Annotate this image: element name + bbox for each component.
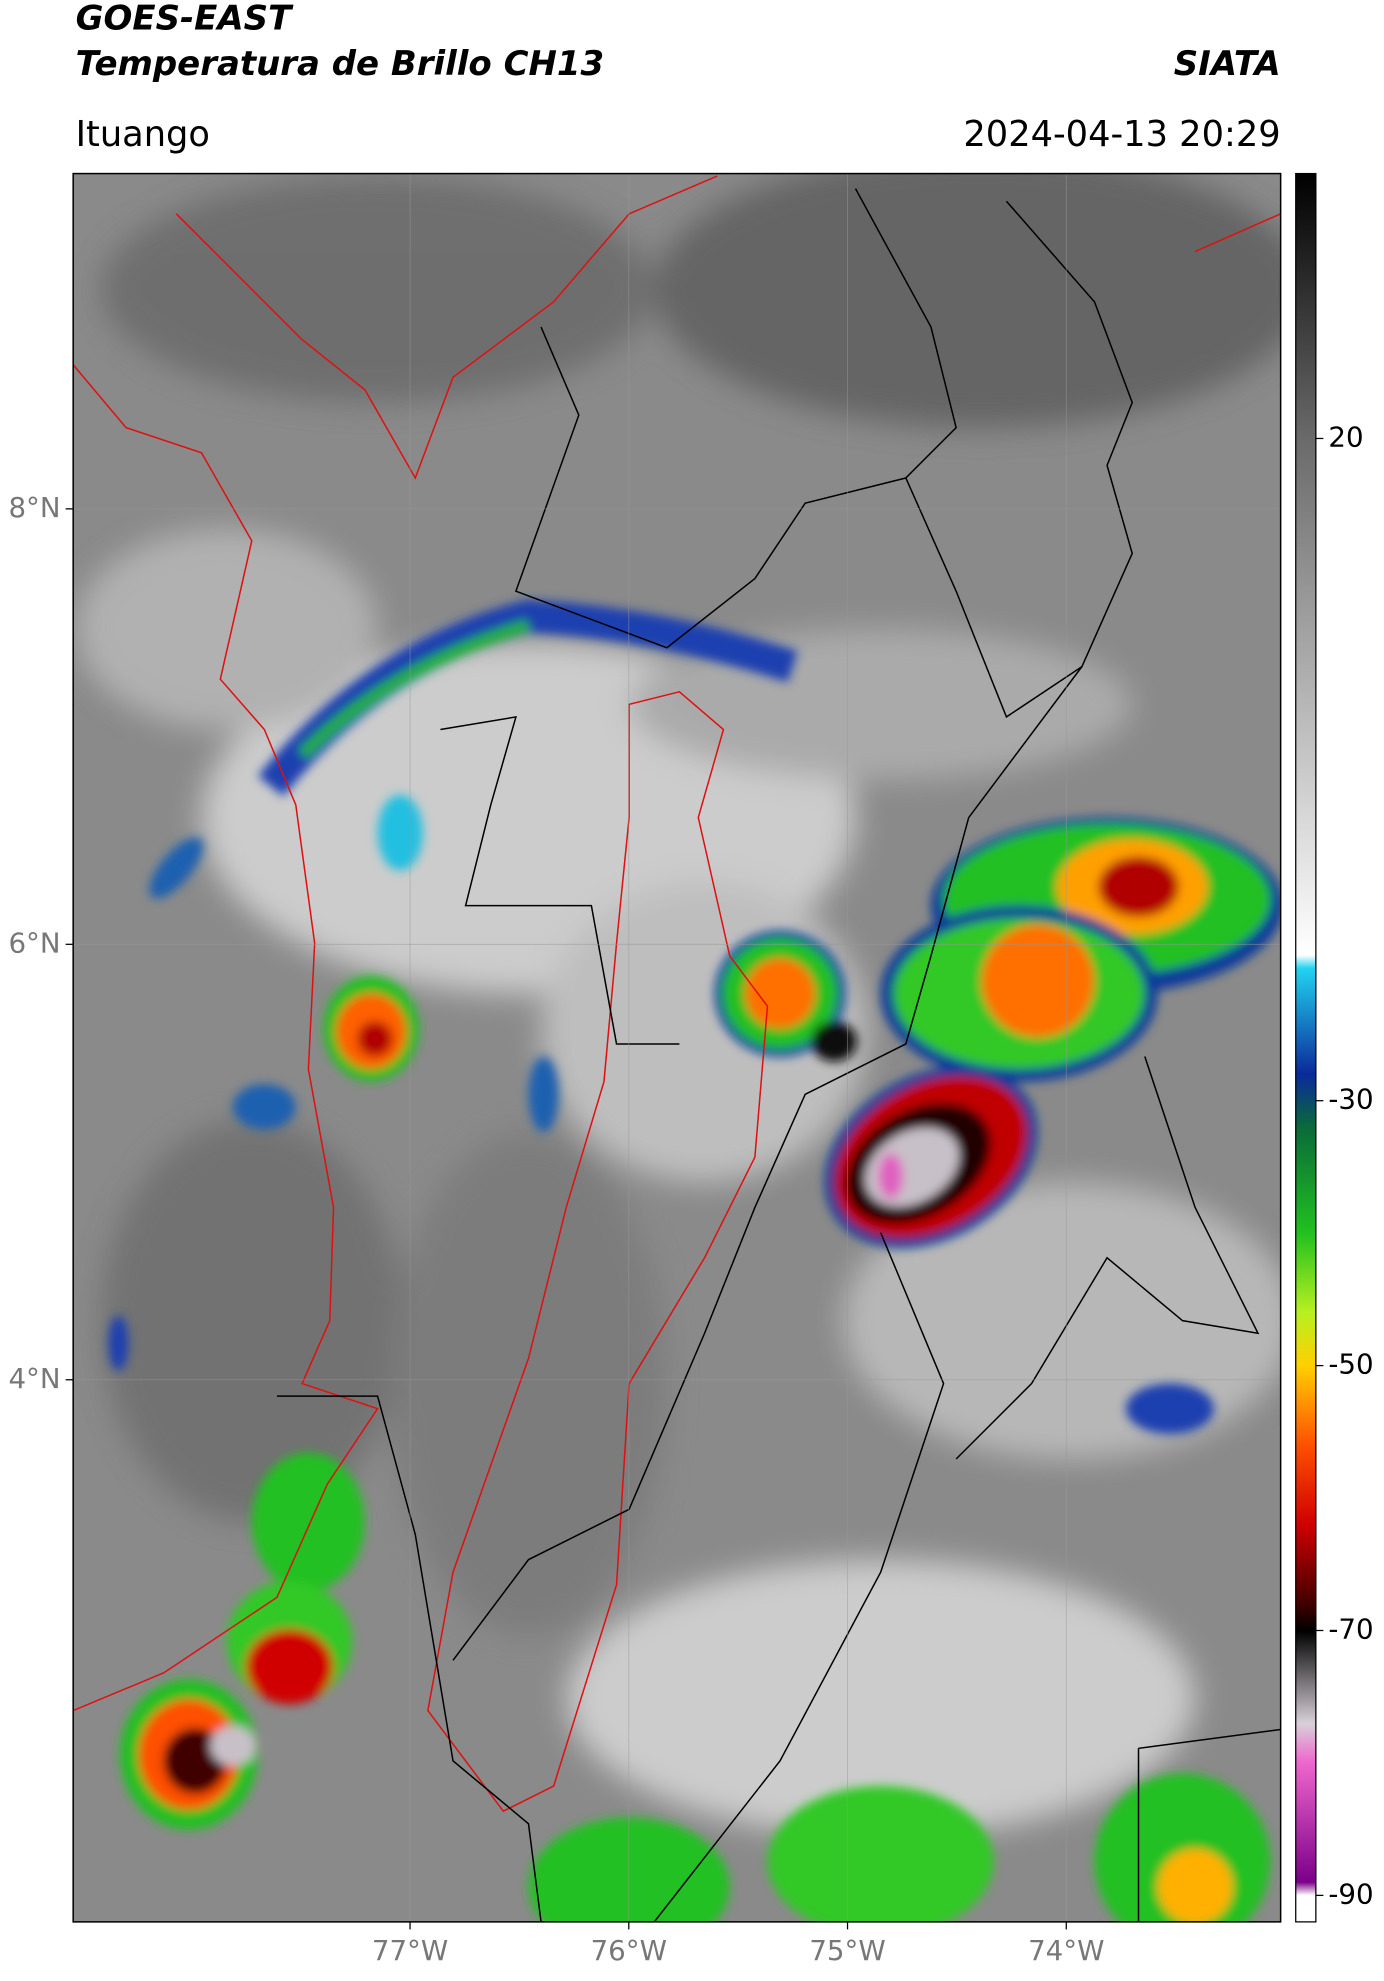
colorbar [1295,172,1317,1923]
y-tick-label: 4°N [8,1362,60,1395]
colorbar-tick-label: -90 [1328,1877,1373,1910]
y-tick-label: 6°N [8,926,60,959]
source: SIATA [1174,44,1281,84]
colorbar-tick-label: -50 [1328,1348,1373,1381]
satellite-image [73,173,1281,1922]
timestamp: 2024-04-13 20:29 [963,114,1280,155]
x-tick-label: 74°W [1028,1934,1104,1967]
graticule [73,173,1281,1922]
colorbar-tick-label: -30 [1328,1083,1373,1116]
colorbar-tick-label: 20 [1328,420,1363,453]
colorbar-tick-label: -70 [1328,1612,1373,1645]
y-tick-label: 8°N [8,491,60,524]
subtitle: Temperatura de Brillo CH13 [76,44,604,84]
location: Ituango [76,114,210,155]
x-tick-label: 76°W [591,1934,667,1967]
x-tick-label: 77°W [372,1934,448,1967]
title: GOES-EAST [76,0,294,39]
x-tick-label: 75°W [809,1934,885,1967]
map-frame [72,172,1282,1923]
